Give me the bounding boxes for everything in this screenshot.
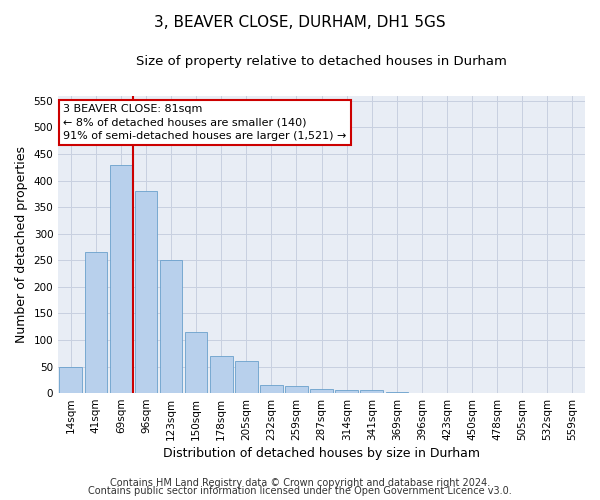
Text: 3 BEAVER CLOSE: 81sqm
← 8% of detached houses are smaller (140)
91% of semi-deta: 3 BEAVER CLOSE: 81sqm ← 8% of detached h… bbox=[64, 104, 347, 141]
X-axis label: Distribution of detached houses by size in Durham: Distribution of detached houses by size … bbox=[163, 447, 480, 460]
Bar bbox=[235, 361, 257, 393]
Text: 3, BEAVER CLOSE, DURHAM, DH1 5GS: 3, BEAVER CLOSE, DURHAM, DH1 5GS bbox=[154, 15, 446, 30]
Text: Contains HM Land Registry data © Crown copyright and database right 2024.: Contains HM Land Registry data © Crown c… bbox=[110, 478, 490, 488]
Bar bbox=[361, 390, 383, 393]
Bar bbox=[134, 191, 157, 393]
Bar bbox=[59, 366, 82, 393]
Title: Size of property relative to detached houses in Durham: Size of property relative to detached ho… bbox=[136, 55, 507, 68]
Bar bbox=[260, 385, 283, 393]
Bar bbox=[310, 389, 333, 393]
Bar bbox=[285, 386, 308, 393]
Bar bbox=[160, 260, 182, 393]
Bar bbox=[185, 332, 208, 393]
Y-axis label: Number of detached properties: Number of detached properties bbox=[15, 146, 28, 343]
Bar bbox=[110, 164, 132, 393]
Bar bbox=[85, 252, 107, 393]
Bar bbox=[386, 392, 408, 393]
Bar bbox=[561, 392, 584, 393]
Text: Contains public sector information licensed under the Open Government Licence v3: Contains public sector information licen… bbox=[88, 486, 512, 496]
Bar bbox=[335, 390, 358, 393]
Bar bbox=[210, 356, 233, 393]
